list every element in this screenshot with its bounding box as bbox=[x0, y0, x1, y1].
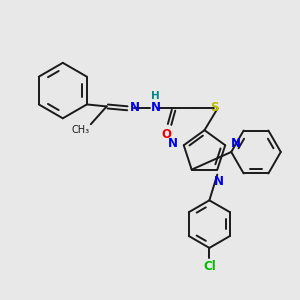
Text: N: N bbox=[214, 175, 224, 188]
Text: S: S bbox=[210, 101, 219, 114]
Text: Cl: Cl bbox=[203, 260, 216, 273]
Text: N: N bbox=[231, 137, 241, 150]
Text: H: H bbox=[151, 92, 160, 101]
Text: CH₃: CH₃ bbox=[72, 125, 90, 135]
Text: O: O bbox=[161, 128, 171, 141]
Text: N: N bbox=[168, 137, 178, 150]
Text: N: N bbox=[129, 101, 140, 114]
Text: N: N bbox=[151, 101, 161, 114]
